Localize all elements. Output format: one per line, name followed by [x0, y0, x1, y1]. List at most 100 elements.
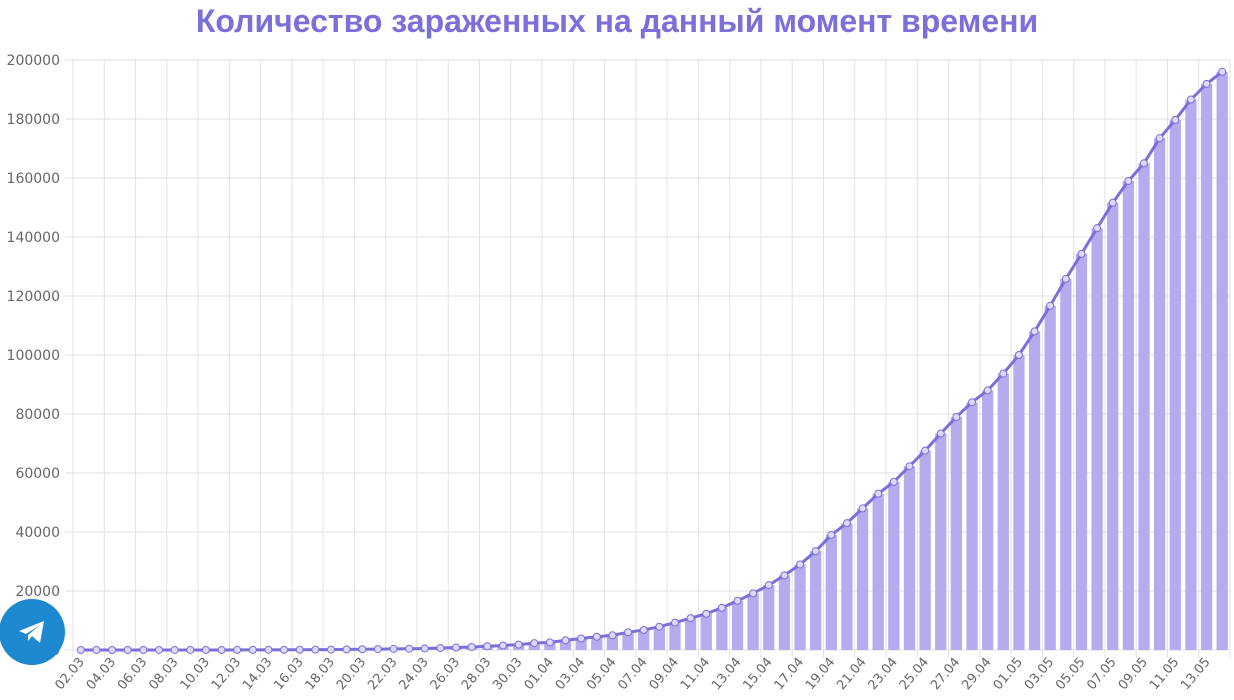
point	[1202, 79, 1211, 88]
bar	[622, 632, 634, 650]
bar	[1154, 138, 1166, 651]
point	[1155, 134, 1164, 143]
point	[248, 645, 257, 654]
bar	[1107, 202, 1119, 650]
point	[811, 547, 820, 556]
point	[827, 530, 836, 539]
point	[921, 446, 930, 455]
point	[545, 638, 554, 647]
bar	[778, 575, 791, 650]
x-tick-label: 13.04	[709, 655, 744, 693]
x-tick-label: 24.03	[396, 655, 431, 693]
point	[217, 645, 226, 654]
x-tick-label: 11.05	[1147, 655, 1182, 693]
x-tick-label: 05.04	[584, 655, 619, 693]
point	[796, 560, 805, 569]
point	[483, 642, 492, 651]
bar	[716, 607, 728, 650]
point	[670, 618, 679, 627]
point	[530, 639, 539, 648]
point	[561, 636, 570, 645]
point	[154, 645, 163, 654]
telegram-icon	[19, 621, 44, 643]
bar	[872, 493, 884, 650]
point	[639, 625, 648, 634]
x-tick-label: 04.03	[84, 655, 119, 693]
x-tick-label: 18.03	[303, 655, 338, 693]
point	[842, 519, 851, 528]
x-tick-label: 10.03	[178, 655, 213, 693]
x-tick-label: 07.04	[615, 655, 650, 693]
x-tick-label: 13.05	[1178, 655, 1213, 693]
x-tick-label: 01.04	[522, 655, 557, 693]
point	[1108, 198, 1117, 207]
point	[624, 628, 633, 637]
y-tick-label: 120000	[7, 289, 60, 305]
bar	[1169, 119, 1181, 650]
x-tick-label: 06.03	[115, 655, 150, 693]
y-tick-label: 60000	[15, 466, 60, 482]
x-tick-label: 28.03	[459, 655, 494, 693]
x-tick-label: 21.04	[834, 655, 869, 693]
x-tick-label: 29.04	[959, 655, 994, 693]
y-tick-label: 40000	[15, 525, 60, 541]
point	[420, 644, 429, 653]
bar	[794, 564, 806, 650]
point	[170, 645, 179, 654]
point	[717, 603, 726, 612]
x-tick-label: 19.04	[803, 655, 838, 693]
bar	[669, 622, 681, 650]
point	[233, 645, 242, 654]
point	[264, 645, 273, 654]
x-tick-label: 11.04	[678, 655, 713, 693]
x-tick-label: 30.03	[490, 655, 525, 693]
point	[764, 581, 773, 590]
point	[905, 462, 914, 471]
bar	[1044, 305, 1056, 650]
x-tick-label: 26.03	[428, 655, 463, 693]
bar	[1091, 228, 1103, 650]
x-tick-label: 17.04	[772, 655, 807, 693]
bar	[919, 450, 931, 650]
x-tick-label: 23.04	[865, 655, 900, 693]
bar	[638, 629, 650, 650]
point	[592, 632, 601, 641]
bar	[856, 508, 869, 650]
point	[733, 596, 742, 605]
telegram-button[interactable]	[0, 599, 65, 665]
x-tick-label: 27.04	[928, 655, 963, 693]
x-tick-label: 16.03	[271, 655, 306, 693]
bar	[903, 466, 916, 650]
bar	[1185, 99, 1197, 650]
x-tick-label: 05.05	[1053, 655, 1088, 693]
point	[1030, 327, 1039, 336]
bar	[731, 600, 744, 650]
bar	[684, 618, 697, 650]
bar	[1028, 331, 1041, 650]
point	[608, 631, 617, 640]
point	[452, 643, 461, 652]
bar	[935, 433, 947, 650]
point	[858, 504, 867, 513]
point	[1014, 351, 1023, 359]
x-tick-label: 14.03	[240, 655, 275, 693]
point	[952, 412, 961, 421]
bar	[653, 626, 665, 650]
point	[702, 609, 711, 618]
x-tick-label: 08.03	[146, 655, 181, 693]
point	[1093, 224, 1102, 233]
x-tick-label: 20.03	[334, 655, 369, 693]
point	[342, 645, 351, 654]
x-tick-label: 12.03	[209, 655, 244, 693]
point	[999, 369, 1008, 378]
point	[373, 645, 382, 654]
x-tick-label: 25.04	[897, 655, 932, 693]
y-tick-label: 100000	[7, 348, 60, 364]
point	[968, 398, 977, 407]
y-tick-label: 200000	[7, 53, 60, 69]
bar	[1138, 163, 1150, 650]
bar	[606, 635, 619, 650]
point	[1061, 274, 1070, 283]
point	[514, 640, 523, 649]
